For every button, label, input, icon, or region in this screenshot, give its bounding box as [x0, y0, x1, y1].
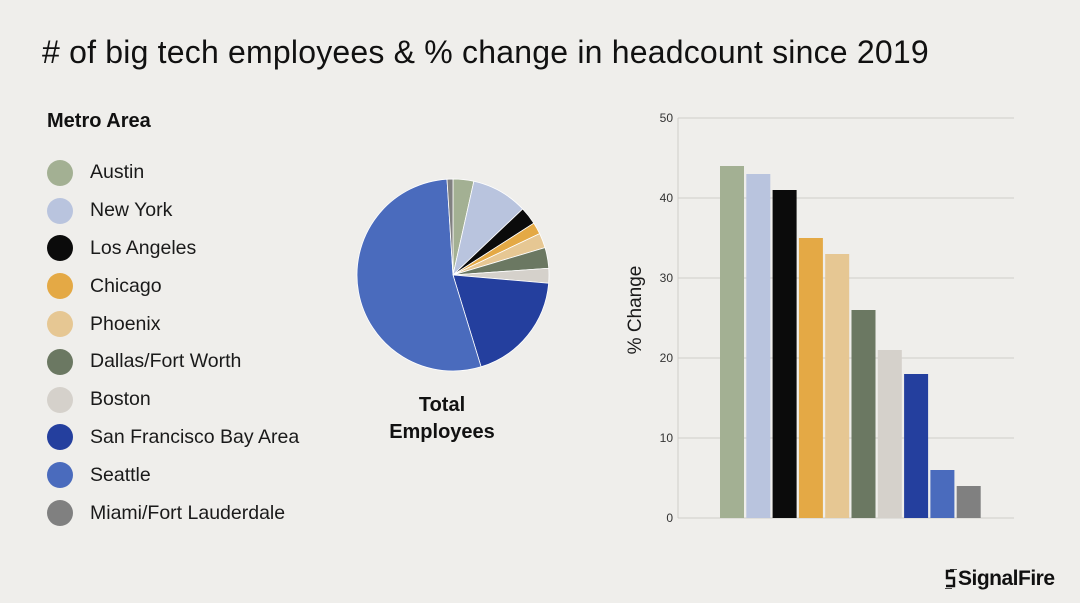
- signalfire-mark-icon: [945, 569, 957, 589]
- legend-swatch: [47, 462, 73, 489]
- bar-phoenix: [825, 254, 850, 518]
- legend-label: Miami/Fort Lauderdale: [90, 501, 286, 524]
- bar-dallas-fort-worth: [851, 310, 876, 518]
- legend-label: Dallas/Fort Worth: [90, 350, 242, 373]
- bar-los-angeles: [772, 190, 797, 518]
- legend-label: Boston: [90, 388, 151, 411]
- legend-swatch: [47, 348, 73, 375]
- pie-slice-miami-fort-lauderdale: [446, 178, 454, 276]
- bar-austin: [720, 166, 744, 518]
- legend-label: New York: [90, 199, 173, 222]
- legend: Austin New York Los Angeles Chicago Phoenix D…: [47, 154, 299, 532]
- bar-chart: 0 10 20 30 40 50 % Change: [625, 111, 1014, 525]
- legend-item-dallas-fort-worth: Dallas/Fort Worth: [47, 343, 299, 381]
- legend-item-new-york: New York: [47, 192, 299, 230]
- y-tick-label: 40: [660, 191, 674, 205]
- y-tick-label: 30: [660, 271, 674, 285]
- legend-label: Austin: [90, 161, 145, 184]
- legend-label: Chicago: [90, 274, 162, 297]
- legend-item-chicago: Chicago: [47, 267, 299, 305]
- pie-slice-san-francisco-bay-area: [452, 274, 550, 368]
- y-tick-label: 10: [660, 431, 674, 445]
- pie-chart: [356, 178, 550, 372]
- y-tick-label: 20: [660, 351, 674, 365]
- legend-swatch: [47, 273, 73, 300]
- legend-swatch: [47, 197, 73, 224]
- logo-text: SignalFire: [958, 567, 1055, 590]
- pie-caption-line-2: Employees: [389, 421, 495, 443]
- pie-slice-seattle: [356, 178, 482, 372]
- legend-item-seattle: Seattle: [47, 456, 299, 494]
- bar-san-francisco-bay-area: [904, 374, 929, 518]
- bar-boston: [877, 350, 902, 518]
- legend-swatch: [47, 311, 73, 338]
- y-axis-label: % Change: [625, 266, 646, 355]
- bar-seattle: [930, 470, 955, 518]
- legend-title: Metro Area: [47, 110, 151, 132]
- y-tick-label: 0: [666, 511, 673, 525]
- legend-item-austin: Austin: [47, 154, 299, 192]
- legend-item-los-angeles: Los Angeles: [47, 230, 299, 268]
- legend-swatch: [47, 159, 73, 186]
- bar-new-york: [746, 174, 771, 518]
- signalfire-logo: SignalFire: [944, 567, 1055, 591]
- legend-swatch: [47, 235, 73, 262]
- y-tick-label: 50: [660, 111, 674, 125]
- bar-miami-fort-lauderdale: [956, 486, 981, 518]
- legend-item-boston: Boston: [47, 381, 299, 419]
- bar-chicago: [798, 238, 823, 518]
- legend-item-miami-fort-lauderdale: Miami/Fort Lauderdale: [47, 494, 299, 532]
- chart-title: # of big tech employees & % change in he…: [42, 34, 929, 70]
- legend-label: San Francisco Bay Area: [90, 425, 300, 448]
- legend-label: Los Angeles: [90, 236, 197, 259]
- pie-caption-line-1: Total: [418, 394, 466, 416]
- legend-item-san-francisco-bay-area: San Francisco Bay Area: [47, 419, 299, 457]
- legend-item-phoenix: Phoenix: [47, 305, 299, 343]
- legend-label: Seattle: [90, 463, 151, 486]
- legend-swatch: [47, 424, 73, 451]
- legend-swatch: [47, 386, 73, 413]
- legend-swatch: [47, 500, 73, 527]
- legend-label: Phoenix: [90, 312, 161, 335]
- pie-caption: Total Employees: [380, 392, 504, 446]
